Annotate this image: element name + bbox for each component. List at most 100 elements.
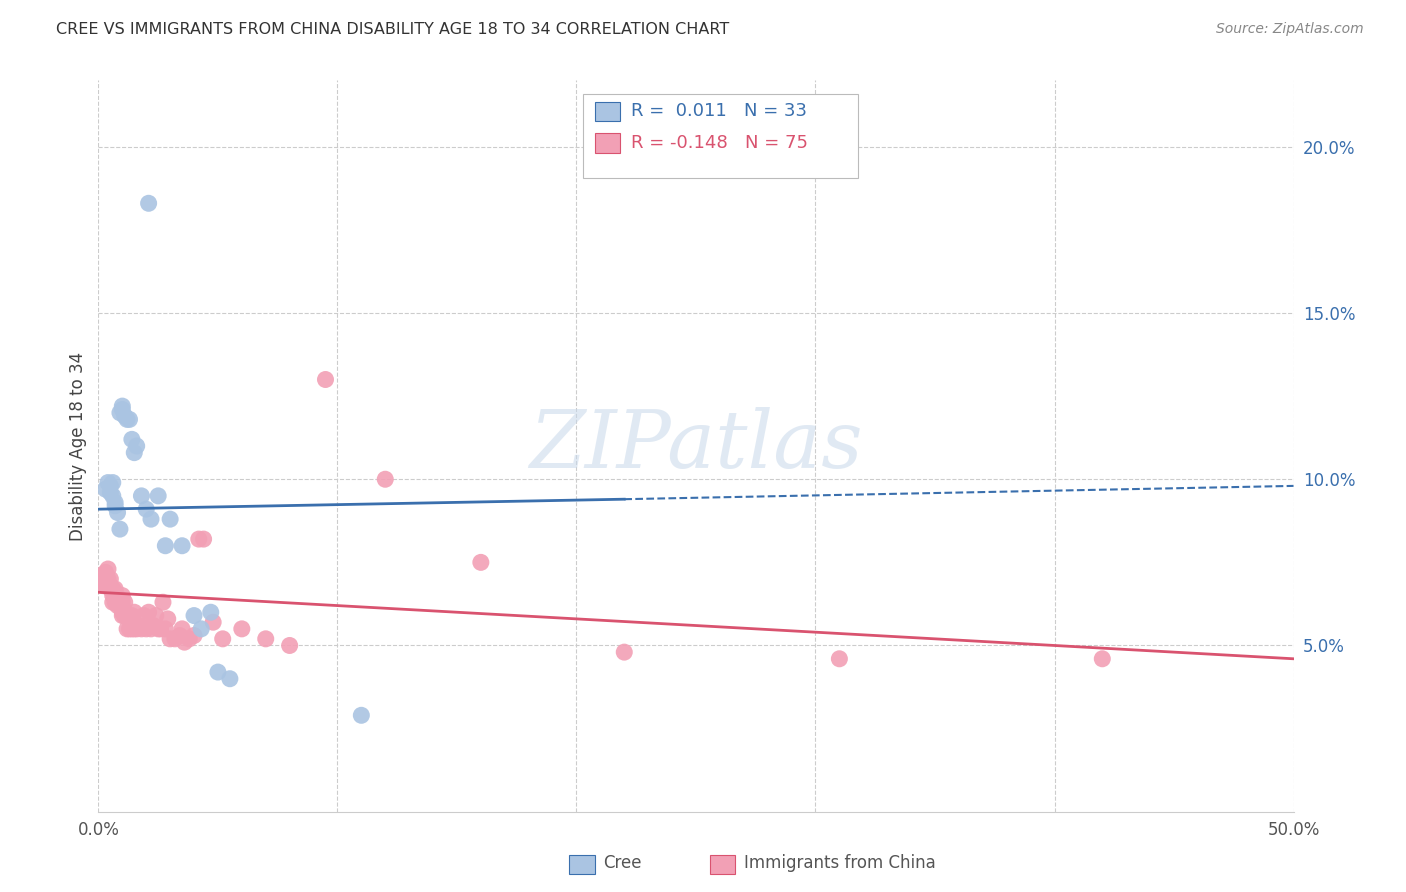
Point bbox=[101, 489, 124, 503]
Point bbox=[169, 628, 191, 642]
Point bbox=[118, 608, 141, 623]
Point bbox=[828, 652, 851, 666]
Point bbox=[145, 608, 167, 623]
Point bbox=[97, 562, 120, 576]
Point bbox=[139, 512, 162, 526]
Point bbox=[124, 445, 146, 459]
Point bbox=[90, 568, 112, 582]
Point bbox=[202, 615, 225, 630]
Point bbox=[101, 582, 124, 596]
Point bbox=[159, 512, 181, 526]
Point bbox=[125, 622, 148, 636]
Point bbox=[107, 599, 129, 613]
Point bbox=[190, 622, 212, 636]
Point bbox=[152, 595, 174, 609]
Point bbox=[91, 579, 114, 593]
Point bbox=[108, 599, 131, 613]
Y-axis label: Disability Age 18 to 34: Disability Age 18 to 34 bbox=[69, 351, 87, 541]
Point bbox=[132, 608, 155, 623]
Point bbox=[148, 489, 170, 503]
Point bbox=[98, 582, 122, 596]
Point bbox=[107, 595, 129, 609]
Point bbox=[125, 439, 148, 453]
Point bbox=[118, 612, 141, 626]
Point bbox=[91, 572, 114, 586]
Point bbox=[125, 618, 148, 632]
Point bbox=[172, 539, 194, 553]
Point bbox=[179, 632, 201, 646]
Point bbox=[98, 485, 122, 500]
Point bbox=[108, 522, 131, 536]
Point bbox=[183, 608, 205, 623]
Point bbox=[108, 595, 131, 609]
Text: Source: ZipAtlas.com: Source: ZipAtlas.com bbox=[1216, 22, 1364, 37]
Point bbox=[315, 372, 337, 386]
Text: CREE VS IMMIGRANTS FROM CHINA DISABILITY AGE 18 TO 34 CORRELATION CHART: CREE VS IMMIGRANTS FROM CHINA DISABILITY… bbox=[56, 22, 730, 37]
Point bbox=[104, 595, 127, 609]
Point bbox=[613, 645, 636, 659]
Point bbox=[98, 479, 122, 493]
Point bbox=[163, 632, 186, 646]
Point bbox=[207, 665, 229, 679]
Point bbox=[183, 628, 205, 642]
Point bbox=[111, 595, 134, 609]
Point bbox=[156, 612, 179, 626]
Point bbox=[94, 566, 117, 580]
Point bbox=[131, 622, 153, 636]
Point bbox=[135, 502, 157, 516]
Point bbox=[108, 591, 131, 606]
Point bbox=[173, 635, 195, 649]
Point bbox=[104, 582, 127, 596]
Point bbox=[254, 632, 277, 646]
Point bbox=[121, 608, 143, 623]
Point bbox=[135, 622, 157, 636]
Point bbox=[187, 532, 209, 546]
Point bbox=[121, 622, 143, 636]
Point bbox=[98, 579, 122, 593]
Point bbox=[124, 605, 146, 619]
Point bbox=[219, 672, 242, 686]
Point bbox=[470, 555, 492, 569]
Point bbox=[155, 622, 177, 636]
Point bbox=[211, 632, 233, 646]
Point bbox=[350, 708, 373, 723]
Point bbox=[111, 402, 134, 417]
Point bbox=[104, 585, 127, 599]
Point bbox=[104, 499, 127, 513]
Point bbox=[107, 591, 129, 606]
Point bbox=[101, 475, 124, 490]
Point bbox=[159, 632, 181, 646]
Point bbox=[115, 608, 138, 623]
Point bbox=[115, 412, 138, 426]
Point bbox=[1091, 652, 1114, 666]
Text: Immigrants from China: Immigrants from China bbox=[744, 855, 935, 872]
Point bbox=[118, 622, 141, 636]
Point bbox=[108, 595, 131, 609]
Point bbox=[94, 482, 117, 496]
Point bbox=[118, 412, 141, 426]
Point bbox=[111, 605, 134, 619]
Point bbox=[107, 506, 129, 520]
Point bbox=[111, 608, 134, 623]
Text: R = -0.148   N = 75: R = -0.148 N = 75 bbox=[631, 134, 808, 152]
Text: ZIPatlas: ZIPatlas bbox=[529, 408, 863, 484]
Point bbox=[131, 489, 153, 503]
Point bbox=[114, 608, 136, 623]
Point bbox=[94, 579, 117, 593]
Point bbox=[114, 595, 136, 609]
Point bbox=[111, 399, 134, 413]
Point bbox=[104, 589, 127, 603]
Point bbox=[97, 572, 120, 586]
Point bbox=[148, 622, 170, 636]
Point bbox=[155, 539, 177, 553]
Point bbox=[374, 472, 396, 486]
Text: Cree: Cree bbox=[603, 855, 641, 872]
Point bbox=[115, 622, 138, 636]
Point bbox=[278, 639, 301, 653]
Point bbox=[101, 589, 124, 603]
Point bbox=[231, 622, 253, 636]
Point bbox=[101, 595, 124, 609]
Text: R =  0.011   N = 33: R = 0.011 N = 33 bbox=[631, 103, 807, 120]
Point bbox=[98, 572, 122, 586]
Point bbox=[111, 589, 134, 603]
